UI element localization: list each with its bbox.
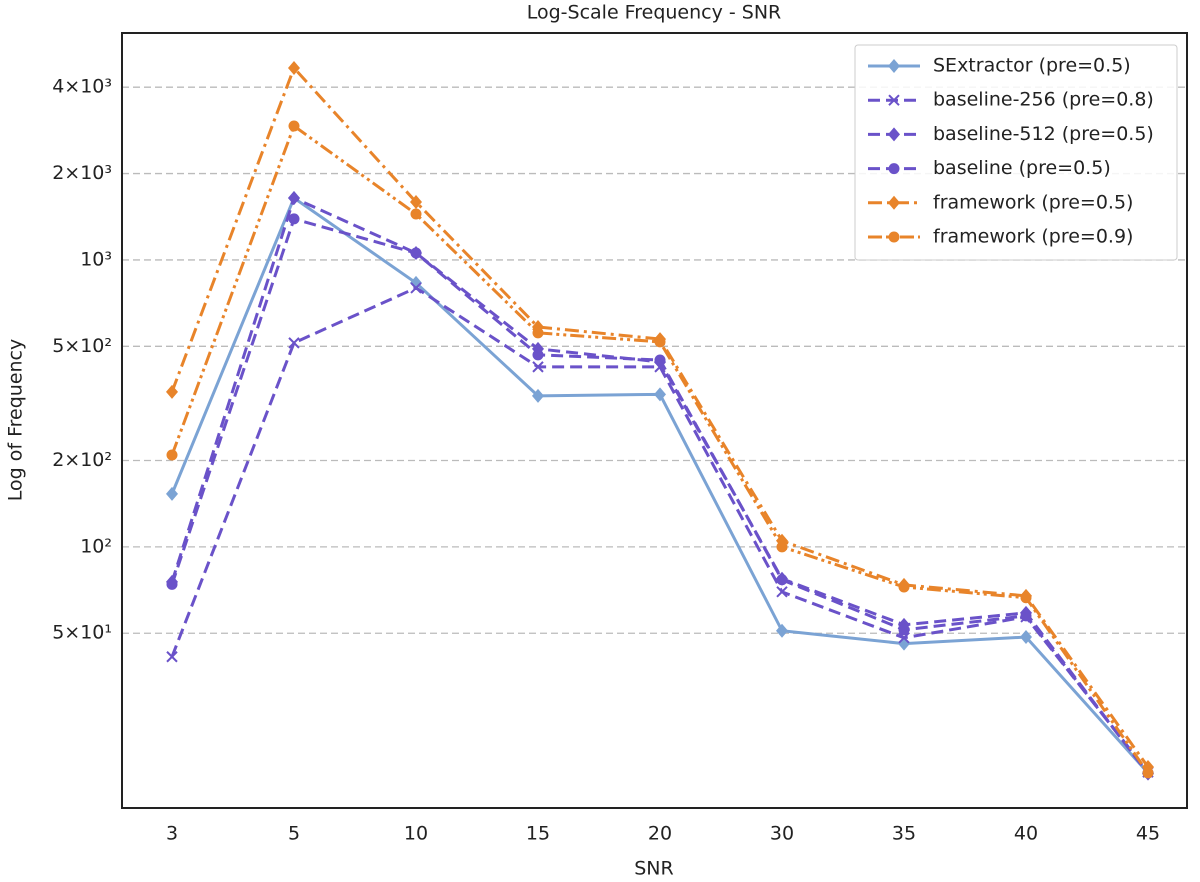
data-point bbox=[532, 327, 544, 339]
x-tick-label: 40 bbox=[1014, 823, 1038, 845]
x-tick-label: 15 bbox=[526, 823, 550, 845]
data-point bbox=[410, 275, 422, 290]
data-point bbox=[410, 195, 422, 210]
series-line bbox=[170, 195, 1150, 775]
x-tick-label: 10 bbox=[404, 823, 428, 845]
legend-marker bbox=[888, 127, 900, 142]
data-point bbox=[654, 354, 666, 366]
y-tick-label: 4×10³ bbox=[52, 76, 112, 98]
legend-label: SExtractor (pre=0.5) bbox=[933, 55, 1131, 77]
data-point bbox=[166, 651, 178, 663]
data-point bbox=[776, 623, 788, 638]
data-point bbox=[532, 349, 544, 361]
chart-title: Log-Scale Frequency - SNR bbox=[527, 2, 782, 24]
x-tick-label: 35 bbox=[892, 823, 916, 845]
data-point bbox=[288, 191, 300, 206]
data-point bbox=[410, 247, 422, 259]
y-tick-label: 5×10² bbox=[52, 335, 112, 357]
data-point bbox=[898, 624, 910, 636]
legend-marker bbox=[888, 59, 900, 73]
x-tick-label: 5 bbox=[288, 823, 300, 845]
data-point bbox=[288, 213, 300, 225]
data-point bbox=[1020, 630, 1032, 645]
legend-marker bbox=[888, 231, 900, 243]
x-tick-label: 45 bbox=[1136, 823, 1160, 845]
legend-label: baseline-256 (pre=0.8) bbox=[933, 89, 1154, 111]
y-axis-label: Log of Frequency bbox=[5, 339, 27, 501]
x-axis-label: SNR bbox=[634, 858, 673, 880]
legend-label: baseline-512 (pre=0.5) bbox=[933, 123, 1154, 145]
data-point bbox=[898, 632, 910, 644]
series-line bbox=[170, 286, 1150, 774]
y-tick-label: 10³ bbox=[80, 248, 112, 270]
data-point bbox=[654, 336, 666, 348]
data-point bbox=[898, 581, 910, 593]
data-point bbox=[1020, 592, 1032, 604]
x-tick-label: 30 bbox=[770, 823, 794, 845]
data-point bbox=[288, 120, 300, 132]
legend-label: framework (pre=0.5) bbox=[933, 191, 1133, 213]
data-point bbox=[532, 361, 544, 373]
data-point bbox=[776, 541, 788, 553]
data-point bbox=[1020, 610, 1032, 622]
legend-marker bbox=[888, 163, 900, 175]
legend-marker bbox=[888, 94, 900, 106]
data-point bbox=[288, 337, 300, 349]
legend-box bbox=[854, 44, 1178, 261]
series-line bbox=[170, 195, 1150, 774]
y-tick-label: 2×10³ bbox=[52, 162, 112, 184]
data-point bbox=[288, 60, 300, 75]
data-point bbox=[1142, 767, 1154, 779]
data-point bbox=[654, 387, 666, 402]
series-line bbox=[170, 217, 1150, 774]
y-tick-label: 2×10² bbox=[52, 449, 112, 471]
legend-marker bbox=[888, 195, 900, 210]
data-point bbox=[166, 384, 178, 399]
data-point bbox=[410, 282, 422, 294]
data-point bbox=[532, 388, 544, 403]
x-tick-label: 20 bbox=[648, 823, 672, 845]
series-line bbox=[170, 65, 1150, 768]
legend-label: baseline (pre=0.5) bbox=[933, 157, 1111, 179]
data-point bbox=[166, 578, 178, 590]
plot-frame bbox=[121, 32, 1188, 809]
data-point bbox=[776, 586, 788, 598]
y-tick-label: 5×10¹ bbox=[52, 622, 112, 644]
data-point bbox=[776, 574, 788, 586]
y-tick-label: 10² bbox=[80, 535, 112, 557]
data-point bbox=[410, 208, 422, 220]
data-point bbox=[166, 486, 178, 501]
data-point bbox=[166, 449, 178, 461]
legend-label: framework (pre=0.9) bbox=[933, 226, 1133, 248]
x-tick-label: 3 bbox=[166, 823, 178, 845]
